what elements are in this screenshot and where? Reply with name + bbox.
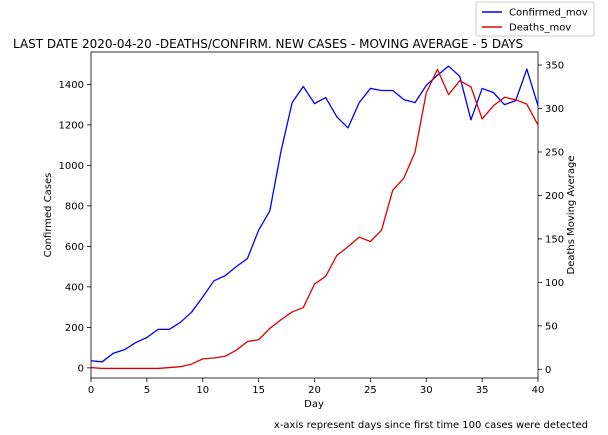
y-right-tick-label: 350 [545, 61, 564, 72]
y-right-tick-label: 50 [545, 321, 558, 332]
y-right-tick-label: 200 [545, 191, 564, 202]
y-axis-left-label: Confirmed Cases [43, 173, 54, 258]
series-layer [90, 65, 539, 370]
y-left-tick-label: 800 [65, 201, 84, 212]
x-axis: 0 5 10 15 20 25 30 35 40 [88, 378, 545, 396]
legend-label-confirmed: Confirmed_mov [509, 8, 588, 19]
y-left-tick-label: 400 [65, 282, 84, 293]
x-tick-label: 15 [252, 385, 265, 396]
x-tick-label: 10 [196, 385, 209, 396]
y-right-tick-label: 150 [545, 234, 564, 245]
legend: Confirmed_mov Deaths_mov [475, 1, 595, 37]
x-tick-label: 35 [476, 385, 489, 396]
y-left-tick-label: 1200 [59, 120, 84, 131]
y-axis-right-label: Deaths Moving Average [566, 156, 577, 275]
y-left-tick-label: 1400 [59, 80, 84, 91]
x-tick-label: 20 [308, 385, 321, 396]
y-left-tick-label: 0 [78, 363, 84, 374]
y-right-tick-label: 300 [545, 104, 564, 115]
x-tick-label: 30 [420, 385, 433, 396]
y-right-tick-label: 0 [545, 365, 551, 376]
x-tick-label: 40 [532, 385, 545, 396]
legend-label-deaths: Deaths_mov [509, 23, 571, 34]
x-tick-label: 5 [144, 385, 150, 396]
y-left-tick-label: 1000 [59, 161, 84, 172]
x-axis-label: Day [304, 399, 324, 410]
x-tick-label: 0 [88, 385, 94, 396]
footnote: x-axis represent days since first time 1… [274, 420, 588, 431]
y-right-tick-label: 100 [545, 278, 564, 289]
y-left-tick-label: 600 [65, 242, 84, 253]
legend-box [475, 1, 595, 37]
y-left-tick-label: 200 [65, 323, 84, 334]
series-line-confirmed [90, 65, 539, 363]
y-right-tick-label: 250 [545, 147, 564, 158]
y-axis-right: 0 50 100 150 200 250 300 350 [538, 61, 564, 376]
x-tick-label: 25 [364, 385, 377, 396]
series-line-deaths [90, 68, 539, 370]
y-axis-left: 0 200 400 600 800 1000 1200 1400 [59, 80, 91, 374]
chart-title: LAST DATE 2020-04-20 -DEATHS/CONFIRM. NE… [13, 37, 523, 51]
